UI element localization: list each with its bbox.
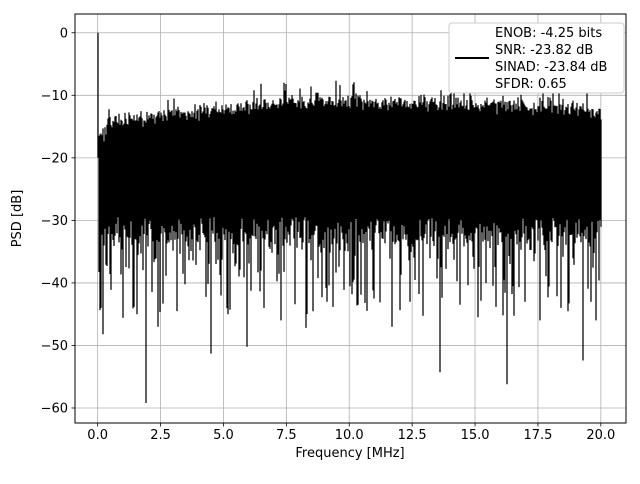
y-tick-label: −20 <box>41 151 68 166</box>
y-tick-label: −60 <box>41 401 68 416</box>
x-tick-label: 15.0 <box>461 428 490 443</box>
x-tick-label: 10.0 <box>335 428 364 443</box>
y-tick-label: −40 <box>41 276 68 291</box>
y-axis-label: PSD [dB] <box>10 190 25 248</box>
x-tick-label: 20.0 <box>586 428 615 443</box>
x-tick-label: 0.0 <box>87 428 108 443</box>
legend-entry-sfdr: SFDR: 0.65 <box>495 77 567 92</box>
legend-entry-enob: ENOB: -4.25 bits <box>495 26 602 41</box>
x-tick-label: 5.0 <box>213 428 234 443</box>
axes-frame <box>74 13 627 424</box>
x-tick-label: 17.5 <box>523 428 552 443</box>
y-tick-label: −10 <box>41 89 68 104</box>
y-tick-label: −30 <box>41 214 68 229</box>
psd-trace <box>97 32 602 403</box>
legend-box <box>448 22 625 94</box>
x-tick-label: 12.5 <box>398 428 427 443</box>
y-tick-label: −50 <box>41 339 68 354</box>
legend-entry-snr: SNR: -23.82 dB <box>495 43 593 58</box>
x-tick-label: 2.5 <box>150 428 171 443</box>
legend-entry-sinad: SINAD: -23.84 dB <box>495 60 607 75</box>
y-tick-labels: 0 −10 −20 −30 −40 −50 −60 <box>41 26 68 416</box>
x-tick-label: 7.5 <box>276 428 297 443</box>
x-axis-label: Frequency [MHz] <box>295 446 404 461</box>
legend: ENOB: -4.25 bits SNR: -23.82 dB SINAD: -… <box>448 22 625 94</box>
tick-marks <box>71 32 602 427</box>
y-tick-label: 0 <box>60 26 68 41</box>
x-tick-labels: 0.0 2.5 5.0 7.5 10.0 12.5 15.0 17.5 20.0 <box>87 428 615 443</box>
